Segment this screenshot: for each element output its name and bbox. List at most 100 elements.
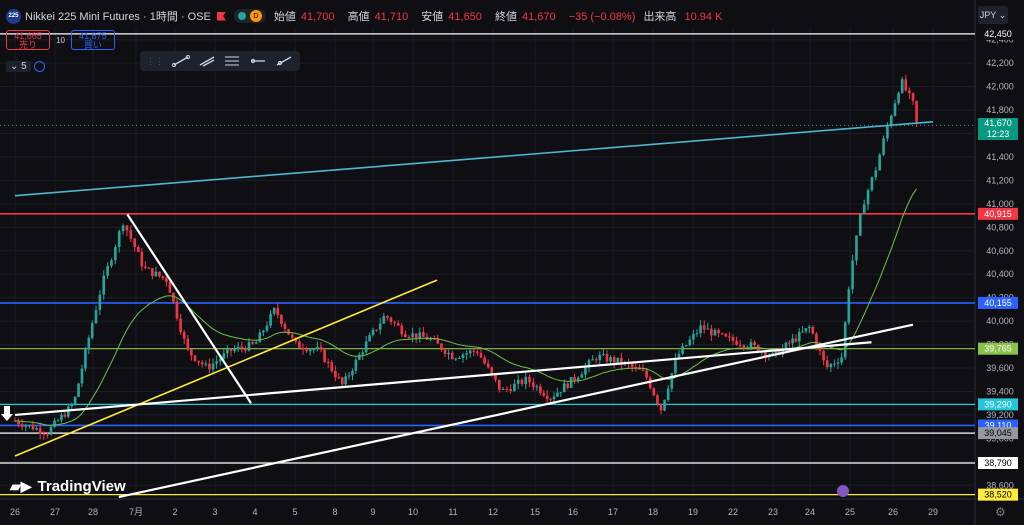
x-tick-label: 16 xyxy=(568,507,578,517)
y-tick-label: 41,200 xyxy=(986,175,1014,185)
indicator-collapse-button[interactable]: ⌄ 5 xyxy=(6,60,31,72)
parallel-line-icon[interactable] xyxy=(198,54,217,68)
x-tick-label: 26 xyxy=(888,507,898,517)
ohlc-values: 始値 41,700 高値 41,710 安値 41,650 終値 41,670 −35 … xyxy=(274,8,733,24)
candle-body xyxy=(749,342,753,348)
price-level-label: 40,915 xyxy=(984,209,1012,219)
candle-body xyxy=(476,351,479,354)
candle-body xyxy=(645,370,648,378)
gear-icon[interactable]: ⚙ xyxy=(995,505,1006,519)
candle-body xyxy=(738,344,742,346)
chart-title[interactable]: Nikkei 225 Mini Futures · 1時間 · OSE xyxy=(25,11,211,23)
horizontal-ray-icon[interactable] xyxy=(249,54,268,68)
price-level-label-bg xyxy=(978,488,1018,501)
candle-body xyxy=(125,225,129,231)
candle-body xyxy=(566,383,569,388)
tradingview-logo[interactable]: ▰▶ TradingView xyxy=(10,478,126,495)
candle-body xyxy=(67,406,70,417)
candle-body xyxy=(753,342,756,346)
trend-line[interactable] xyxy=(14,121,934,197)
candle-body xyxy=(106,265,109,276)
candle-body xyxy=(326,362,330,364)
candle-body xyxy=(137,247,140,252)
candle-body xyxy=(870,177,874,191)
x-tick-label: 5 xyxy=(292,507,297,517)
arrow-down-icon[interactable] xyxy=(1,406,13,421)
candle-body xyxy=(904,79,908,91)
flag-icon[interactable] xyxy=(216,11,226,21)
fib-icon[interactable] xyxy=(223,54,242,68)
candle-body xyxy=(94,309,98,324)
x-tick-label: 27 xyxy=(50,507,60,517)
candle-body xyxy=(400,325,404,335)
price-level-label: 39,045 xyxy=(984,428,1012,438)
x-tick-label: 3 xyxy=(212,507,217,517)
candle-body xyxy=(151,268,154,277)
drag-handle-icon[interactable]: ⋮⋮ xyxy=(146,55,164,66)
candle-body xyxy=(552,396,556,400)
trend-line[interactable] xyxy=(14,341,872,417)
candle-body xyxy=(447,352,450,355)
candle-body xyxy=(53,420,56,427)
candle-body xyxy=(172,292,175,302)
y-tick-label: 38,600 xyxy=(986,480,1014,490)
candle-body xyxy=(539,386,542,394)
candle-body xyxy=(129,230,133,239)
candle-body xyxy=(498,379,501,390)
candle-body xyxy=(175,301,179,319)
candle-body xyxy=(110,260,113,266)
currency-selector[interactable]: JPY ⌄ xyxy=(978,6,1008,24)
candle-body xyxy=(505,388,509,390)
candle-body xyxy=(422,332,425,337)
candle-body xyxy=(334,371,337,378)
symbol-logo-icon: 225 xyxy=(6,8,21,24)
candle-body xyxy=(528,376,531,383)
candle-body xyxy=(847,289,851,323)
tradingview-logo-icon: ▰▶ xyxy=(10,478,32,494)
candle-body xyxy=(276,308,280,316)
candle-body xyxy=(158,271,161,277)
candle-body xyxy=(801,331,804,333)
x-tick-label: 26 xyxy=(10,507,20,517)
trend-line[interactable] xyxy=(14,279,438,457)
x-tick-label: 22 xyxy=(728,507,738,517)
y-tick-label: 40,400 xyxy=(986,269,1014,279)
event-icon[interactable] xyxy=(837,485,849,497)
trend-line[interactable] xyxy=(118,323,914,499)
candle-body xyxy=(70,404,74,407)
y-tick-label: 42,000 xyxy=(986,82,1014,92)
candle-body xyxy=(28,424,31,426)
candle-body xyxy=(490,367,494,374)
price-level-label-bg xyxy=(978,398,1018,411)
candle-body xyxy=(825,360,829,368)
candle-body xyxy=(240,346,244,349)
candle-body xyxy=(794,338,798,342)
candle-body xyxy=(364,341,368,353)
candle-body xyxy=(535,386,539,388)
candle-body xyxy=(569,377,573,388)
buy-button[interactable]: 41,675 買い xyxy=(70,30,115,50)
y-tick-label: 42,200 xyxy=(986,58,1014,68)
volume: 出来高 10.94 K xyxy=(643,11,723,23)
trend-line-icon[interactable] xyxy=(172,54,191,68)
candle-body xyxy=(559,392,563,394)
indicator-toggle-icon[interactable] xyxy=(33,60,45,72)
candle-body xyxy=(911,93,915,101)
price-level-label-bg xyxy=(978,456,1018,469)
candle-body xyxy=(204,363,208,365)
indicator-row: ⌄ 5 xyxy=(6,59,45,73)
candle-body xyxy=(731,336,735,341)
market-status[interactable]: D xyxy=(233,9,266,23)
candle-body xyxy=(652,388,656,396)
y-tick-label: 41,000 xyxy=(986,199,1014,209)
candle-body xyxy=(915,100,918,122)
y-tick-label: 40,600 xyxy=(986,246,1014,256)
ray-icon[interactable] xyxy=(274,54,293,68)
sell-button[interactable]: 41,665 売り xyxy=(6,30,50,50)
trend-line[interactable] xyxy=(126,213,252,404)
candle-body xyxy=(692,333,695,340)
candle-body xyxy=(244,348,247,351)
candle-body xyxy=(319,346,323,350)
price-level-label: 38,520 xyxy=(984,490,1012,500)
